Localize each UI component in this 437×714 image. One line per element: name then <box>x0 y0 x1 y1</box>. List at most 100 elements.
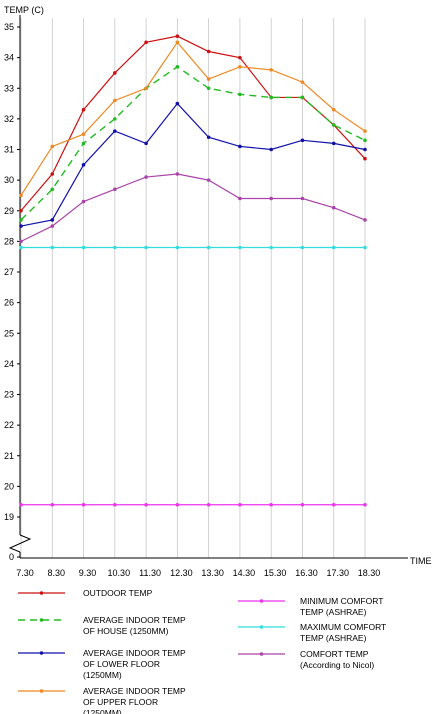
legend-label: TEMP (ASHRAE) <box>300 607 367 617</box>
data-point <box>300 502 305 507</box>
data-point <box>19 208 23 213</box>
legend-label: AVERAGE INDOOR TEMP <box>83 615 186 625</box>
data-point <box>144 86 148 91</box>
data-point <box>113 71 117 75</box>
y-tick-label: 25 <box>4 328 14 338</box>
legend-entry: OUTDOOR TEMP <box>18 588 153 598</box>
data-point <box>363 138 367 143</box>
series-line <box>20 173 366 242</box>
x-tick-label: 18.30 <box>358 568 381 578</box>
data-point <box>19 224 23 228</box>
data-point <box>269 95 273 100</box>
data-point <box>144 175 148 179</box>
y-tick-label: 23 <box>4 390 14 400</box>
data-point <box>81 199 86 204</box>
x-tick-label: 11.30 <box>139 568 161 578</box>
series-line <box>20 65 366 221</box>
legend-label: OF HOUSE (1250MM) <box>83 626 169 636</box>
data-point <box>175 172 180 176</box>
y-axis-label: TEMP (C) <box>4 5 44 15</box>
data-point <box>144 141 148 146</box>
data-point <box>50 172 55 176</box>
y-tick-label: 31 <box>4 145 14 155</box>
data-point <box>206 86 211 91</box>
data-point <box>238 502 242 507</box>
series-group <box>19 101 367 228</box>
data-point <box>238 196 242 201</box>
data-point <box>175 101 180 106</box>
legend-label: (According to Nicol) <box>300 660 374 670</box>
data-point <box>81 502 86 507</box>
x-tick-label: 16.30 <box>295 568 318 578</box>
data-point <box>238 65 242 69</box>
y-tick-label: 35 <box>4 22 14 32</box>
data-point <box>363 245 367 250</box>
data-point <box>331 141 336 146</box>
data-point <box>19 502 23 507</box>
data-point <box>206 178 211 182</box>
legend-label: (1250MM) <box>83 708 122 714</box>
data-point <box>363 147 367 152</box>
data-point <box>81 141 86 146</box>
data-point <box>331 205 336 210</box>
data-point <box>269 147 273 152</box>
y-tick-label: 19 <box>4 512 14 522</box>
data-point <box>175 65 180 69</box>
legend-entry: COMFORT TEMP(According to Nicol) <box>238 649 374 670</box>
data-point <box>363 156 367 161</box>
data-point <box>363 218 367 222</box>
y-tick-label: 28 <box>4 236 14 246</box>
x-tick-label: 14.30 <box>233 568 256 578</box>
x-tick-label: 17.30 <box>326 568 349 578</box>
data-point <box>81 163 86 167</box>
series-group <box>19 172 367 244</box>
data-point <box>50 245 55 250</box>
data-point <box>206 77 211 81</box>
data-point <box>144 40 148 45</box>
data-point <box>113 129 117 133</box>
data-point <box>175 40 180 45</box>
series-line <box>20 102 366 227</box>
data-point <box>300 196 305 201</box>
x-tick-label: 8.30 <box>48 568 66 578</box>
y-tick-label: 26 <box>4 298 14 308</box>
data-point <box>81 107 86 112</box>
data-point <box>50 224 55 228</box>
data-point <box>331 123 336 127</box>
data-point <box>206 502 211 507</box>
vertical-gridlines <box>20 18 366 558</box>
legend-label: MAXIMUM COMFORT <box>300 622 386 632</box>
data-point <box>269 245 273 250</box>
data-point <box>113 502 117 507</box>
data-point <box>113 245 117 250</box>
data-point <box>50 187 55 192</box>
x-tick-label: 7.30 <box>16 568 34 578</box>
data-point <box>331 245 336 250</box>
data-point <box>300 245 305 250</box>
legend-label: COMFORT TEMP <box>300 649 369 659</box>
data-point <box>50 502 55 507</box>
y-tick-label: 24 <box>4 359 14 369</box>
x-tick-label: 9.30 <box>79 568 97 578</box>
data-point <box>206 245 211 250</box>
data-point <box>206 49 211 54</box>
data-point <box>238 245 242 250</box>
legend-label: AVERAGE INDOOR TEMP <box>83 648 186 658</box>
y-tick-label: 21 <box>4 451 14 461</box>
data-point <box>269 68 273 72</box>
y-tick-label: 29 <box>4 206 14 216</box>
x-tick-label: 10.30 <box>108 568 131 578</box>
axis-break-mark <box>8 534 32 553</box>
y-tick-label: 22 <box>4 420 14 430</box>
legend-label: (1250MM) <box>83 670 122 680</box>
data-point <box>363 502 367 507</box>
y-tick-label: 30 <box>4 175 14 185</box>
legend-swatch-marker <box>259 652 264 656</box>
data-point <box>300 95 305 100</box>
data-point <box>269 196 273 201</box>
